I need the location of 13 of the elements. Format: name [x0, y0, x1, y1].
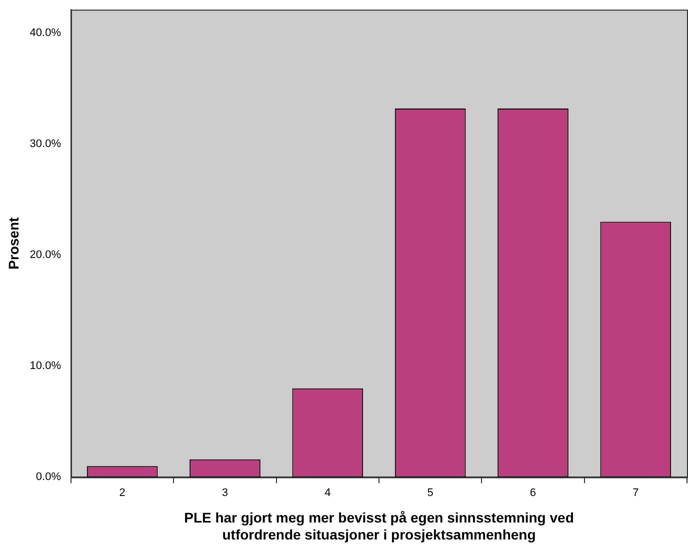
- x-tick-label: 7: [632, 486, 639, 499]
- y-tick-label: 30.0%: [30, 138, 62, 150]
- y-axis-title: Prosent: [5, 217, 22, 270]
- x-tick-label: 4: [324, 486, 331, 499]
- x-tick-label: 5: [427, 486, 434, 499]
- y-tick-label: 10.0%: [30, 360, 62, 372]
- x-tick-label: 3: [222, 486, 228, 499]
- x-tick-label: 2: [119, 486, 126, 499]
- x-axis-title: PLE har gjort meg mer bevisst på egen sinnsstemning ved utfordrende situasjoner i prosjektsammenheng: [184, 510, 574, 542]
- y-tick-label: 0.0%: [36, 471, 62, 484]
- x-tick-label: 6: [530, 486, 536, 499]
- y-tick-label: 20.0%: [30, 249, 62, 262]
- y-tick-label: 40.0%: [30, 26, 62, 39]
